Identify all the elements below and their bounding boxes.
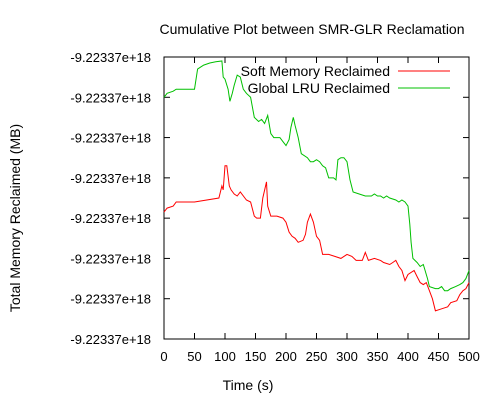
series-lines bbox=[163, 60, 470, 312]
series-line-soft-memory bbox=[163, 165, 470, 312]
x-tick-label: 50 bbox=[187, 349, 201, 364]
x-tick-label: 300 bbox=[336, 349, 358, 364]
y-axis: -9.22337e+18 -9.22337e+18 -9.22337e+18 -9.2… bbox=[70, 50, 469, 347]
legend-label-soft-memory: Soft Memory Reclaimed bbox=[241, 63, 390, 79]
x-tick-label: 450 bbox=[428, 349, 450, 364]
y-axis-label: Total Memory Reclaimed (MB) bbox=[7, 124, 23, 312]
x-tick-label: 500 bbox=[458, 349, 480, 364]
y-tick-label: -9.22337e+18 bbox=[70, 251, 151, 266]
x-tick-label: 0 bbox=[160, 349, 167, 364]
y-tick-label: -9.22337e+18 bbox=[70, 50, 151, 65]
x-axis: 0 50 100 150 200 250 300 350 400 450 500 bbox=[160, 57, 480, 364]
x-tick-label: 100 bbox=[214, 349, 236, 364]
legend: Soft Memory Reclaimed Global LRU Reclaim… bbox=[241, 63, 450, 96]
plot-frame bbox=[163, 56, 470, 340]
chart-title: Cumulative Plot between SMR-GLR Reclamat… bbox=[159, 21, 464, 37]
y-tick-label: -9.22337e+18 bbox=[70, 332, 151, 347]
x-tick-label: 400 bbox=[397, 349, 419, 364]
x-axis-label: Time (s) bbox=[223, 377, 274, 393]
x-tick-label: 200 bbox=[275, 349, 297, 364]
x-tick-label: 250 bbox=[306, 349, 328, 364]
y-tick-label: -9.22337e+18 bbox=[70, 131, 151, 146]
x-tick-label: 350 bbox=[367, 349, 389, 364]
legend-label-global-lru: Global LRU Reclaimed bbox=[248, 80, 390, 96]
y-tick-label: -9.22337e+18 bbox=[70, 292, 151, 307]
plot-area: -9.22337e+18 -9.22337e+18 -9.22337e+18 -9.2… bbox=[70, 50, 479, 364]
y-tick-label: -9.22337e+18 bbox=[70, 90, 151, 105]
x-tick-label: 150 bbox=[245, 349, 267, 364]
y-tick-label: -9.22337e+18 bbox=[70, 211, 151, 226]
series-line-global-lru bbox=[163, 60, 470, 292]
y-tick-label: -9.22337e+18 bbox=[70, 171, 151, 186]
